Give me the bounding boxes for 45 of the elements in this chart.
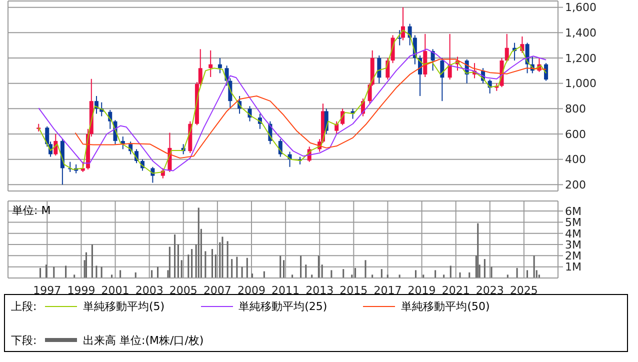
candlestick [54, 134, 58, 156]
y-tick-label: 4M [565, 227, 582, 240]
y-tick-label: 6M [565, 204, 582, 218]
x-tick-label: 2017 [374, 284, 402, 297]
candlestick [398, 30, 402, 46]
legend-label: 単純移動平均(50) [401, 298, 490, 314]
legend-title: 上段: [10, 298, 38, 314]
x-tick-label: 2015 [340, 284, 368, 297]
x-tick-label: 2007 [203, 284, 232, 297]
legend-title: 下段: [10, 332, 38, 348]
x-tick-label: 2011 [272, 284, 300, 297]
x-tick-label: 2003 [135, 284, 164, 297]
y-tick-label: 3M [565, 238, 582, 252]
candlestick [440, 58, 444, 102]
candlestick [377, 54, 382, 84]
x-tick-label: 2021 [442, 284, 470, 297]
x-tick-label: 2013 [306, 284, 334, 297]
y-tick-label: 1,600 [565, 1, 596, 14]
candlestick [544, 62, 548, 82]
x-tick-label: 1999 [67, 284, 96, 297]
y-axis-title: 単位: M [12, 203, 51, 218]
x-tick-label: 2023 [476, 284, 504, 297]
candlestick [423, 33, 428, 78]
y-tick-label: 400 [565, 153, 586, 166]
x-tick-label: 1997 [33, 284, 62, 297]
x-tick-label: 2009 [238, 284, 266, 297]
y-tick-label: 600 [565, 128, 586, 141]
y-tick-label: 1,000 [565, 77, 596, 90]
legend-label: 出来高 単位:(M株/口/枚) [83, 332, 204, 348]
candlestick [208, 50, 213, 78]
y-tick-label: 200 [565, 178, 586, 192]
y-tick-label: 800 [565, 102, 586, 116]
candlestick [218, 58, 222, 74]
y-tick-label: 1,200 [565, 52, 596, 65]
x-tick-label: 2025 [510, 284, 538, 297]
y-tick-label: 2M [565, 250, 582, 263]
x-tick-label: 2019 [408, 284, 436, 297]
legend-label: 単純移動平均(5) [83, 298, 165, 314]
x-tick-label: 2005 [169, 284, 198, 297]
x-tick-label: 2001 [101, 284, 130, 297]
candlestick [504, 33, 509, 62]
y-tick-label: 1M [565, 260, 582, 274]
y-tick-label: 1,400 [565, 26, 596, 40]
y-tick-label: 5M [565, 216, 582, 230]
legend-label: 単純移動平均(25) [238, 298, 328, 314]
